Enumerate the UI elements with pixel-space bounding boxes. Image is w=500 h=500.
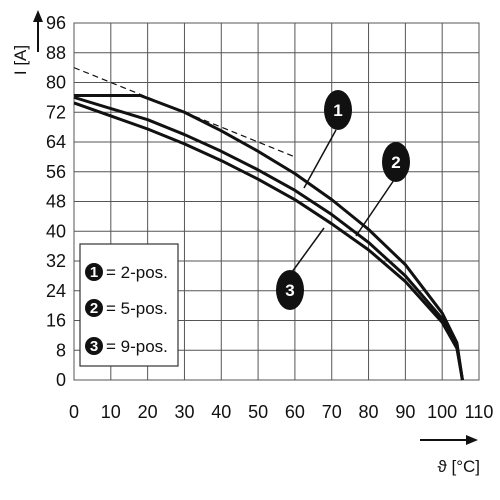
- y-axis-arrow-head: [33, 10, 43, 22]
- x-tick-label: 100: [427, 402, 457, 422]
- y-tick-label: 48: [46, 192, 66, 212]
- y-tick-label: 80: [46, 73, 66, 93]
- x-tick-label: 70: [322, 402, 342, 422]
- callout-1-leader: [303, 129, 337, 189]
- y-tick-label: 72: [46, 102, 66, 122]
- x-tick-labels: 0 10 20 30 40 50 60 70 80 90 100 110: [69, 402, 493, 422]
- legend-badge-2: [85, 299, 103, 317]
- x-tick-label: 0: [69, 402, 79, 422]
- legend-badge-3-label: 3: [90, 338, 98, 355]
- legend-entry-2: 2 = 5-pos.: [85, 299, 168, 318]
- x-tick-label: 80: [359, 402, 379, 422]
- legend-label-2: = 5-pos.: [106, 299, 168, 318]
- callout-3-label: 3: [285, 281, 294, 300]
- y-axis-title-group: I [A]: [11, 10, 43, 75]
- x-tick-label: 20: [138, 402, 158, 422]
- y-tick-label: 0: [56, 370, 66, 390]
- series-line-1: [74, 94, 464, 381]
- legend-label-1: = 2-pos.: [106, 263, 168, 282]
- callout-2: 2: [355, 142, 410, 237]
- y-tick-label: 40: [46, 221, 66, 241]
- legend-badge-2-label: 2: [90, 300, 98, 317]
- y-tick-label: 32: [46, 251, 66, 271]
- x-tick-label: 40: [211, 402, 231, 422]
- legend-label-3: = 9-pos.: [106, 337, 168, 356]
- y-tick-label: 16: [46, 311, 66, 331]
- callout-2-badge: [382, 142, 410, 182]
- y-tick-label: 88: [46, 43, 66, 63]
- series-line-3: [73, 101, 464, 381]
- x-tick-label: 10: [101, 402, 121, 422]
- legend-entry-1: 1 = 2-pos.: [85, 263, 168, 282]
- x-axis-arrow-head: [466, 435, 478, 445]
- callout-3-badge: [276, 270, 304, 310]
- x-tick-label: 60: [285, 402, 305, 422]
- series-layer: [73, 94, 464, 381]
- callout-3: 3: [276, 227, 325, 310]
- y-tick-label: 8: [56, 340, 66, 360]
- series-line-2: [73, 95, 464, 381]
- callout-2-label: 2: [391, 153, 400, 172]
- legend-badge-3: [85, 337, 103, 355]
- legend-badge-1: [85, 263, 103, 281]
- y-tick-label: 56: [46, 162, 66, 182]
- callout-3-leader: [291, 227, 325, 273]
- x-axis-title: ϑ [°C]: [437, 457, 480, 476]
- legend: 1 = 2-pos. 2 = 5-pos. 3 = 9-pos.: [79, 243, 179, 367]
- callout-1-badge: [324, 90, 352, 130]
- y-tick-label: 64: [46, 132, 66, 152]
- callout-1: 1: [303, 90, 352, 189]
- y-axis-title: I [A]: [11, 45, 30, 75]
- y-tick-label: 24: [46, 281, 66, 301]
- y-tick-labels: 0 8 16 24 32 40 48 56 64 72 80 88 96: [46, 13, 66, 390]
- y-tick-label: 96: [46, 13, 66, 33]
- callout-1-label: 1: [333, 101, 342, 120]
- x-tick-label: 30: [174, 402, 194, 422]
- legend-badge-1-label: 1: [90, 264, 98, 281]
- x-tick-label: 110: [465, 402, 494, 422]
- x-tick-label: 50: [248, 402, 268, 422]
- callout-2-leader: [355, 179, 395, 237]
- legend-entry-3: 3 = 9-pos.: [85, 337, 168, 356]
- x-axis-title-group: ϑ [°C]: [420, 435, 480, 476]
- x-tick-label: 90: [395, 402, 415, 422]
